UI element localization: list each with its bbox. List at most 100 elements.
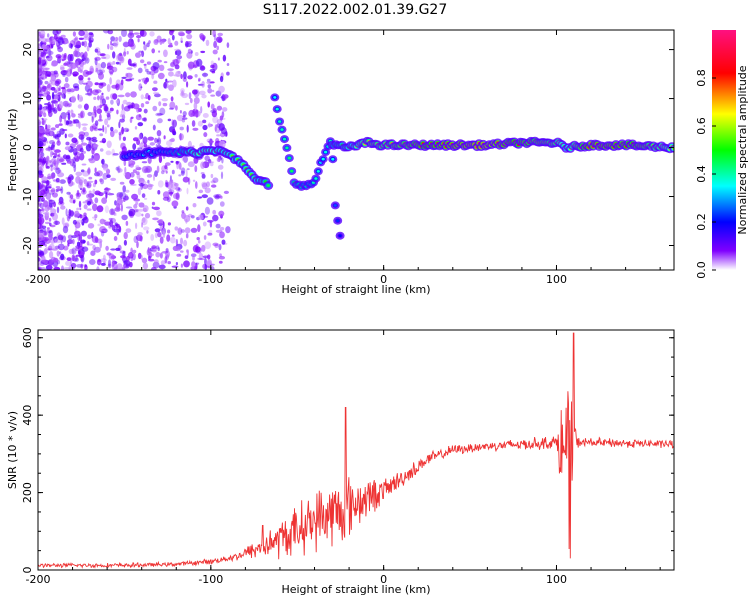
noise-speckle: [80, 142, 88, 146]
noise-speckle: [214, 195, 221, 200]
noise-speckle: [120, 203, 123, 212]
noise-speckle: [151, 245, 157, 250]
noise-speckle: [105, 96, 110, 100]
noise-speckle: [38, 257, 41, 262]
noise-speckle: [198, 79, 201, 82]
noise-speckle: [218, 210, 225, 217]
noise-speckle: [74, 44, 81, 49]
noise-speckle: [192, 255, 195, 261]
noise-speckle: [138, 133, 143, 141]
noise-speckle: [153, 80, 158, 84]
noise-speckle: [142, 207, 147, 213]
noise-speckle: [41, 176, 48, 181]
noise-speckle: [122, 260, 128, 264]
noise-speckle: [77, 94, 83, 103]
noise-speckle: [129, 77, 135, 81]
noise-speckle: [44, 221, 50, 225]
main-track-core: [266, 184, 271, 187]
noise-speckle: [121, 103, 124, 111]
noise-speckle: [148, 40, 151, 44]
noise-speckle: [105, 245, 109, 251]
noise-speckle: [94, 82, 99, 86]
noise-speckle: [146, 61, 152, 65]
noise-speckle: [64, 76, 69, 83]
noise-speckle: [82, 170, 90, 177]
noise-speckle: [108, 68, 114, 75]
figure-title: S117.2022.002.01.39.G27: [263, 2, 448, 18]
noise-speckle: [194, 265, 198, 270]
noise-speckle: [42, 49, 48, 55]
noise-speckle: [144, 168, 151, 173]
noise-speckle: [65, 260, 71, 266]
noise-speckle: [101, 92, 104, 96]
noise-speckle: [154, 170, 158, 178]
noise-speckle: [185, 206, 189, 211]
noise-speckle: [104, 187, 109, 195]
noise-speckle: [46, 227, 50, 230]
noise-speckle: [72, 156, 76, 164]
noise-speckle: [151, 249, 157, 253]
noise-speckle: [75, 60, 79, 69]
noise-speckle: [39, 73, 45, 80]
noise-speckle: [125, 72, 129, 79]
noise-speckle: [201, 194, 208, 199]
secondary-track-core: [275, 107, 279, 111]
noise-speckle: [61, 87, 67, 95]
noise-speckle: [175, 160, 180, 164]
noise-speckle: [94, 167, 97, 173]
noise-speckle: [178, 133, 184, 141]
noise-speckle: [38, 267, 41, 270]
noise-speckle: [66, 86, 72, 95]
noise-speckle: [86, 168, 91, 174]
noise-speckle: [44, 80, 49, 85]
secondary-track-core: [321, 157, 325, 161]
noise-speckle: [51, 103, 54, 111]
noise-speckle: [80, 110, 85, 119]
noise-speckle: [212, 108, 217, 114]
noise-speckle: [92, 203, 98, 212]
noise-speckle: [144, 212, 151, 219]
noise-speckle: [77, 113, 82, 116]
noise-speckle: [67, 112, 71, 121]
secondary-track-core: [278, 120, 282, 123]
x-tick-label: 100: [546, 273, 567, 286]
noise-speckle: [175, 184, 179, 190]
noise-speckle: [99, 229, 107, 232]
noise-speckle: [167, 80, 173, 83]
noise-speckle: [68, 215, 72, 219]
noise-speckle: [119, 181, 125, 185]
noise-speckle: [130, 91, 137, 98]
noise-speckle: [178, 162, 182, 170]
noise-speckle: [62, 154, 68, 159]
noise-speckle: [101, 158, 105, 165]
noise-speckle: [207, 140, 214, 143]
noise-speckle: [50, 80, 57, 86]
y-tick-label: 20: [21, 43, 34, 57]
noise-speckle: [38, 249, 42, 255]
noise-speckle: [112, 93, 118, 100]
noise-speckle: [58, 201, 65, 206]
noise-speckle: [86, 181, 92, 189]
noise-speckle: [100, 61, 106, 69]
noise-speckle: [125, 206, 133, 209]
noise-speckle: [94, 57, 98, 66]
noise-speckle: [56, 206, 60, 214]
noise-speckle: [55, 166, 59, 169]
noise-speckle: [151, 266, 157, 270]
noise-speckle: [154, 137, 158, 144]
noise-speckle: [68, 67, 73, 72]
noise-speckle: [45, 185, 48, 192]
noise-speckle: [202, 263, 208, 270]
noise-speckle: [57, 169, 62, 173]
spectrogram-frame: [37, 29, 675, 271]
noise-speckle: [171, 265, 179, 268]
noise-speckle: [53, 220, 60, 225]
noise-speckle: [113, 236, 118, 241]
noise-speckle: [73, 88, 80, 92]
noise-speckle: [149, 253, 155, 257]
noise-speckle: [42, 225, 47, 229]
noise-speckle: [88, 32, 94, 36]
noise-speckle: [192, 64, 197, 69]
noise-speckle: [136, 208, 139, 213]
noise-speckle: [140, 59, 145, 64]
